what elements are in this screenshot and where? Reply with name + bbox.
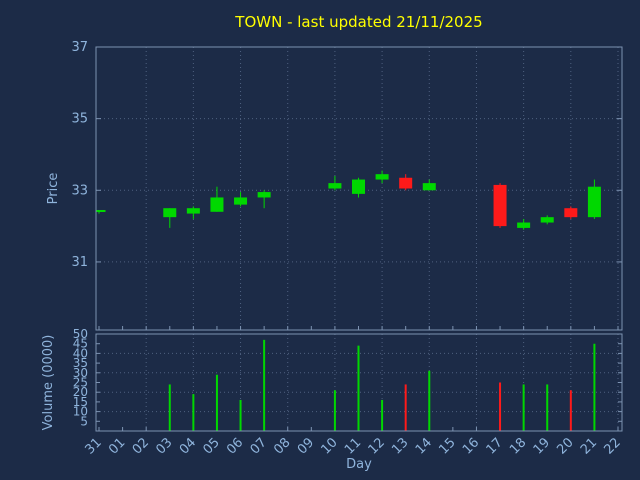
volume-layer xyxy=(168,339,596,431)
candle-body xyxy=(352,179,365,194)
candle-17 xyxy=(493,183,507,228)
volume-axis-label: Volume (0000) xyxy=(41,335,56,431)
candle-21 xyxy=(587,179,601,219)
price-tick-label: 31 xyxy=(71,255,88,270)
candle-body xyxy=(375,174,389,180)
candle-body xyxy=(234,197,248,205)
candle-12 xyxy=(375,170,389,184)
candle-07 xyxy=(257,190,271,209)
candle-05 xyxy=(210,186,224,212)
volume-tick-label: 45 xyxy=(73,337,88,351)
price-tick-label: 35 xyxy=(71,112,88,127)
candle-body xyxy=(422,183,436,191)
candle-body xyxy=(257,192,271,198)
volume-tick-label: 30 xyxy=(73,366,88,380)
volume-tick-label: 35 xyxy=(73,356,88,370)
candle-06 xyxy=(234,192,248,207)
candle-10 xyxy=(328,175,342,191)
candle-body xyxy=(517,222,531,228)
candle-20 xyxy=(564,206,578,219)
candle-13 xyxy=(399,174,413,191)
volume-tick-label: 25 xyxy=(73,376,88,390)
volume-tick-label: 10 xyxy=(73,405,88,419)
volume-tick-label: 50 xyxy=(73,327,88,341)
volume-tick-label: 5 xyxy=(80,414,88,428)
volume-tick-label: 15 xyxy=(73,395,88,409)
candle-body xyxy=(399,177,413,189)
candle-body xyxy=(587,186,601,218)
volume-tick-label: 40 xyxy=(73,346,88,360)
volume-tick-label: 20 xyxy=(73,385,88,399)
candle-body xyxy=(163,208,177,218)
candles-layer xyxy=(96,170,601,230)
chart-title: TOWN - last updated 21/11/2025 xyxy=(234,13,482,31)
candle-body xyxy=(96,209,106,212)
candle-11 xyxy=(352,177,365,198)
candle-body xyxy=(186,208,200,214)
price-axis-label: Price xyxy=(46,173,61,205)
price-tick-label: 37 xyxy=(71,40,88,55)
candle-14 xyxy=(422,179,436,191)
candle-18 xyxy=(517,218,531,230)
candle-body xyxy=(493,184,507,227)
price-tick-label: 33 xyxy=(71,183,88,198)
candle-body xyxy=(328,183,342,189)
candle-body xyxy=(210,197,224,212)
candle-04 xyxy=(186,206,200,219)
candle-body xyxy=(540,217,554,223)
candle-03 xyxy=(163,208,177,228)
x-axis-label: Day xyxy=(346,457,372,472)
candle-19 xyxy=(540,215,554,225)
candle-31 xyxy=(96,209,106,214)
candle-body xyxy=(564,208,578,218)
